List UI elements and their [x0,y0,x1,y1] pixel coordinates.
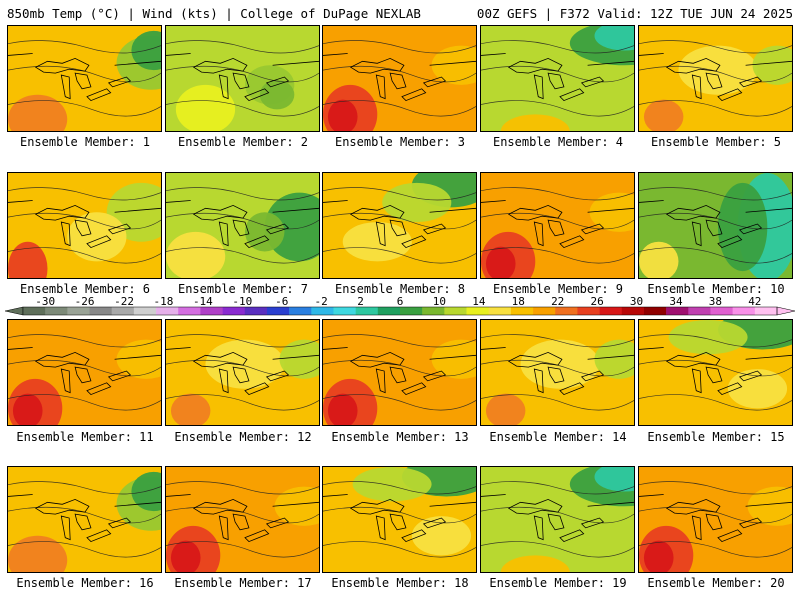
colorbar-swatch [156,307,179,315]
colorbar-tick-label: 38 [709,296,722,308]
colorbar-swatch [89,307,113,315]
ensemble-member-map-15 [638,319,793,426]
ensemble-member-label: Ensemble Member: 17 [174,576,312,590]
colorbar-tick-label: 26 [590,296,603,308]
colorbar-tick-label: -6 [275,296,288,308]
colorbar-tick-label: 34 [669,296,683,308]
ensemble-member-map-10 [638,172,793,279]
colorbar-tick-label: 42 [748,296,761,308]
ensemble-member-map-8 [322,172,477,279]
colorbar-tick-label: -2 [315,296,328,308]
ensemble-member-map-4 [480,25,635,132]
colorbar-tick-label: 10 [433,296,446,308]
ensemble-member-map-14 [480,319,635,426]
colorbar-swatch [23,307,46,315]
colorbar-swatch [710,307,733,315]
colorbar-swatch [133,307,157,315]
ensemble-member-map-6 [7,172,162,279]
ensemble-member-label: Ensemble Member: 10 [647,282,785,296]
colorbar-swatch [400,307,423,315]
colorbar-swatch [466,307,490,315]
colorbar-swatch [222,307,246,315]
ensemble-member-label: Ensemble Member: 15 [647,430,785,444]
ensemble-member-label: Ensemble Member: 14 [489,430,627,444]
colorbar-swatch [355,307,379,315]
ensemble-member-map-20 [638,466,793,573]
ensemble-member-map-18 [322,466,477,573]
colorbar-swatch [599,307,623,315]
ensemble-member-label: Ensemble Member: 13 [331,430,469,444]
ensemble-member-map-19 [480,466,635,573]
colorbar-swatch [45,307,68,315]
ensemble-member-label: Ensemble Member: 1 [19,135,151,149]
colorbar-swatch [555,307,578,315]
colorbar-swatch [67,307,90,315]
colorbar-tick-label: -22 [114,296,134,308]
colorbar-tick-label: 6 [397,296,404,308]
colorbar-swatch [444,307,467,315]
colorbar-swatch [333,307,356,315]
colorbar-swatch [688,307,711,315]
ensemble-member-map-9 [480,172,635,279]
colorbar-swatch [732,307,756,315]
colorbar-swatch [266,307,290,315]
colorbar-swatch [754,307,778,315]
temperature-colorbar: -30 -26 -22 -18 -14 -10 -6 -2 2 6 10 14 18 22 26 30 34 38… [5,296,795,316]
colorbar-swatch [289,307,312,315]
ensemble-member-label: Ensemble Member: 9 [492,282,624,296]
ensemble-member-label: Ensemble Member: 8 [334,282,466,296]
ensemble-member-label: Ensemble Member: 11 [16,430,154,444]
ensemble-member-map-2 [165,25,320,132]
ensemble-member-map-5 [638,25,793,132]
colorbar-swatch [621,307,645,315]
colorbar-tick-label: 18 [512,296,525,308]
colorbar-swatch [666,307,689,315]
ensemble-member-map-17 [165,466,320,573]
colorbar-tick-label: -10 [232,296,252,308]
colorbar-swatch [422,307,445,315]
ensemble-member-label: Ensemble Member: 3 [334,135,466,149]
colorbar-swatch [200,307,223,315]
colorbar-swatch [488,307,512,315]
ensemble-member-label: Ensemble Member: 12 [174,430,312,444]
ensemble-member-label: Ensemble Member: 18 [331,576,469,590]
ensemble-member-map-13 [322,319,477,426]
map-title: 850mb Temp (°C) | Wind (kts) | College o… [7,6,421,21]
ensemble-member-label: Ensemble Member: 4 [492,135,624,149]
colorbar-tick-label: 2 [357,296,364,308]
ensemble-member-map-11 [7,319,162,426]
colorbar-tick-label: 22 [551,296,564,308]
ensemble-member-map-1 [7,25,162,132]
colorbar-swatch [311,307,334,315]
ensemble-member-map-12 [165,319,320,426]
colorbar-swatch [577,307,600,315]
ensemble-member-label: Ensemble Member: 20 [647,576,785,590]
colorbar-tick-label: -14 [193,296,213,308]
colorbar-swatch [244,307,268,315]
ensemble-member-map-3 [322,25,477,132]
colorbar-tick-label: -26 [75,296,95,308]
colorbar-tick-label: -18 [154,296,174,308]
colorbar-tick-label: 30 [630,296,643,308]
colorbar-swatch [178,307,201,315]
colorbar-right-arrow [776,306,795,316]
colorbar-left-arrow [5,306,24,316]
colorbar-tick-label: -30 [35,296,55,308]
ensemble-member-label: Ensemble Member: 2 [177,135,309,149]
colorbar-tick-label: 14 [472,296,486,308]
colorbar-swatch [111,307,135,315]
ensemble-member-label: Ensemble Member: 19 [489,576,627,590]
colorbar-swatch [377,307,401,315]
colorbar-swatch [643,307,667,315]
valid-time: 00Z GEFS | F372 Valid: 12Z TUE JUN 24 20… [476,6,793,21]
colorbar-swatch [510,307,534,315]
ensemble-member-label: Ensemble Member: 16 [16,576,154,590]
colorbar-swatch [533,307,556,315]
ensemble-member-label: Ensemble Member: 6 [19,282,151,296]
ensemble-member-map-16 [7,466,162,573]
ensemble-member-map-7 [165,172,320,279]
ensemble-member-label: Ensemble Member: 5 [650,135,782,149]
ensemble-member-label: Ensemble Member: 7 [177,282,309,296]
